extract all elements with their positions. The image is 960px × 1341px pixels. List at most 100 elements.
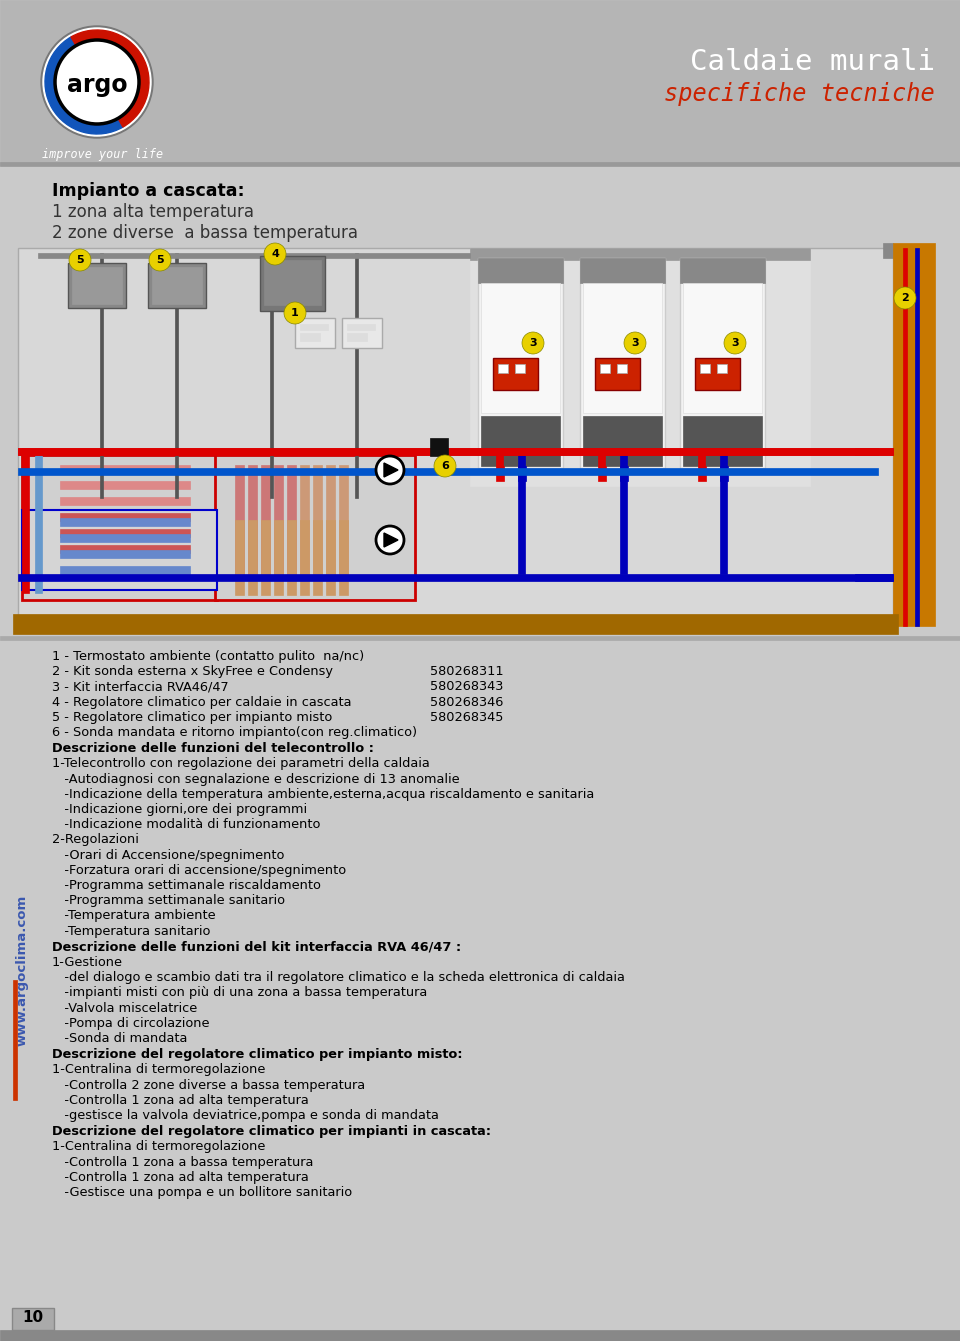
Polygon shape: [384, 463, 398, 477]
Bar: [430, 439, 448, 456]
Circle shape: [69, 249, 91, 271]
Text: 580268345: 580268345: [430, 711, 503, 724]
Bar: [583, 283, 662, 413]
Bar: [326, 520, 335, 595]
Text: -Controlla 1 zona ad alta temperatura: -Controlla 1 zona ad alta temperatura: [52, 1094, 309, 1106]
Bar: [698, 448, 705, 467]
Bar: [60, 465, 190, 473]
Bar: [515, 363, 525, 373]
Circle shape: [43, 28, 151, 135]
Bar: [68, 263, 126, 308]
Text: -Autodiagnosi con segnalazione e descrizione di 13 anomalie: -Autodiagnosi con segnalazione e descriz…: [52, 772, 460, 786]
Circle shape: [894, 287, 916, 308]
Bar: [300, 520, 309, 595]
Bar: [260, 256, 325, 311]
Text: -Temperatura sanitario: -Temperatura sanitario: [52, 924, 210, 937]
Bar: [13, 614, 898, 634]
Bar: [18, 248, 893, 626]
Text: 1-Gestione: 1-Gestione: [52, 956, 123, 970]
Bar: [22, 448, 29, 593]
Bar: [496, 467, 504, 481]
Circle shape: [376, 526, 404, 554]
Bar: [342, 318, 382, 349]
Text: 3 - Kit interfaccia RVA46/47: 3 - Kit interfaccia RVA46/47: [52, 680, 228, 693]
Bar: [175, 253, 178, 498]
Bar: [60, 534, 190, 542]
Bar: [478, 257, 563, 283]
Bar: [339, 520, 348, 595]
Text: -Programma settimanale sanitario: -Programma settimanale sanitario: [52, 894, 285, 908]
Circle shape: [284, 302, 306, 325]
Bar: [261, 465, 270, 575]
Bar: [18, 248, 893, 626]
Bar: [903, 248, 907, 626]
Text: -impianti misti con più di una zona a bassa temperatura: -impianti misti con più di una zona a ba…: [52, 987, 427, 999]
Text: -Indicazione modalità di funzionamento: -Indicazione modalità di funzionamento: [52, 818, 321, 831]
Circle shape: [149, 249, 171, 271]
Bar: [620, 448, 627, 574]
Text: 5 - Regolatore climatico per impianto misto: 5 - Regolatore climatico per impianto mi…: [52, 711, 332, 724]
Bar: [72, 267, 122, 304]
Text: 3: 3: [732, 338, 739, 349]
Bar: [35, 448, 42, 593]
Bar: [600, 363, 610, 373]
Text: -Indicazione giorni,ore dei programmi: -Indicazione giorni,ore dei programmi: [52, 803, 307, 817]
Bar: [347, 333, 367, 341]
Bar: [518, 448, 525, 574]
Circle shape: [376, 456, 404, 484]
Circle shape: [264, 243, 286, 266]
Text: -Controlla 1 zona a bassa temperatura: -Controlla 1 zona a bassa temperatura: [52, 1156, 313, 1168]
Text: Caldaie murali: Caldaie murali: [690, 48, 935, 76]
Text: 2 zone diverse  a bassa temperatura: 2 zone diverse a bassa temperatura: [52, 224, 358, 241]
Bar: [148, 263, 206, 308]
Bar: [22, 510, 217, 590]
Bar: [274, 465, 283, 575]
Bar: [580, 257, 665, 283]
Bar: [235, 520, 244, 595]
Circle shape: [724, 333, 746, 354]
Text: improve your life: improve your life: [42, 148, 163, 161]
Text: 3: 3: [631, 338, 638, 349]
Bar: [152, 267, 202, 304]
Bar: [60, 498, 190, 506]
Bar: [695, 358, 740, 390]
Text: Impianto a cascata:: Impianto a cascata:: [52, 182, 245, 200]
Wedge shape: [71, 30, 149, 127]
Bar: [18, 448, 878, 455]
Bar: [60, 518, 190, 526]
Text: 2 - Kit sonda esterna x SkyFree e Condensy: 2 - Kit sonda esterna x SkyFree e Conden…: [52, 665, 333, 679]
Bar: [22, 455, 217, 599]
Text: -gestisce la valvola deviatrice,pompa e sonda di mandata: -gestisce la valvola deviatrice,pompa e …: [52, 1109, 439, 1122]
Bar: [855, 448, 893, 455]
Text: 1 zona alta temperatura: 1 zona alta temperatura: [52, 202, 254, 221]
Bar: [478, 257, 563, 468]
Text: -Controlla 2 zone diverse a bassa temperatura: -Controlla 2 zone diverse a bassa temper…: [52, 1078, 365, 1092]
Bar: [855, 574, 893, 581]
Bar: [717, 363, 727, 373]
Bar: [0, 0, 960, 165]
Bar: [313, 465, 322, 575]
Bar: [680, 257, 765, 468]
Bar: [0, 636, 960, 640]
Bar: [300, 465, 309, 575]
Text: -Gestisce una pompa e un bollitore sanitario: -Gestisce una pompa e un bollitore sanit…: [52, 1185, 352, 1199]
Bar: [264, 260, 321, 304]
Bar: [0, 162, 960, 166]
Bar: [38, 253, 470, 257]
Bar: [248, 520, 257, 595]
Bar: [720, 467, 728, 481]
Bar: [481, 416, 560, 467]
Bar: [300, 325, 328, 330]
Bar: [493, 358, 538, 390]
Text: Descrizione delle funzioni del kit interfaccia RVA 46/47 :: Descrizione delle funzioni del kit inter…: [52, 941, 461, 953]
Text: 580268346: 580268346: [430, 696, 503, 708]
Bar: [347, 325, 375, 330]
Text: -Forzatura orari di accensione/spegnimento: -Forzatura orari di accensione/spegnimen…: [52, 864, 347, 877]
Bar: [583, 416, 662, 467]
Bar: [598, 467, 606, 481]
Text: 6: 6: [441, 461, 449, 471]
Text: -Orari di Accensione/spegnimento: -Orari di Accensione/spegnimento: [52, 849, 284, 862]
Bar: [18, 448, 893, 455]
Bar: [470, 248, 810, 260]
Bar: [261, 520, 270, 595]
